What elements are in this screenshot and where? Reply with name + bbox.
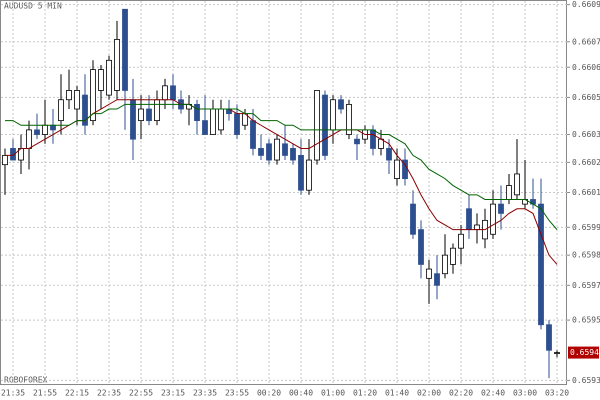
- candle-body: [122, 8, 128, 91]
- candle-body: [210, 108, 216, 135]
- x-tick-label: 22:55: [129, 389, 153, 398]
- candle-body: [66, 90, 72, 101]
- candle-body: [74, 90, 80, 110]
- x-tick-label: 01:20: [353, 389, 377, 398]
- candle-body: [450, 247, 456, 265]
- y-tick-label: 0.6598: [572, 251, 600, 260]
- candle-body: [154, 99, 160, 122]
- candle-body: [298, 155, 304, 191]
- candle-body: [130, 99, 136, 140]
- candle-body: [418, 229, 424, 265]
- candle-body: [282, 143, 288, 156]
- candle-body: [58, 99, 64, 122]
- x-tick-label: 02:00: [417, 389, 441, 398]
- candle-body: [50, 124, 56, 131]
- candle-body: [106, 59, 112, 96]
- candle-body: [26, 129, 32, 149]
- candle-body: [434, 273, 440, 286]
- x-tick-label: 03:00: [513, 389, 537, 398]
- candle-body: [146, 108, 152, 122]
- chart-title: AUDUSD 5 MIN: [4, 2, 62, 11]
- x-tick-label: 22:35: [97, 389, 121, 398]
- candle-body: [218, 108, 224, 131]
- candle-body: [466, 208, 472, 231]
- candle-body: [554, 352, 560, 354]
- y-tick-label: 0.6597: [572, 281, 600, 290]
- candle-body: [514, 173, 520, 196]
- y-tick-label: 0.6603: [572, 130, 600, 139]
- x-tick-label: 00:20: [257, 389, 281, 398]
- x-tick-label: 00:40: [289, 389, 313, 398]
- x-tick-label: 22:15: [65, 389, 89, 398]
- candle-body: [138, 108, 144, 122]
- candle-body: [290, 148, 296, 161]
- x-tick-label: 03:20: [545, 389, 569, 398]
- y-tick-label: 0.6593: [572, 376, 600, 385]
- candle-body: [250, 120, 256, 149]
- candle-body: [162, 85, 168, 101]
- x-tick-label: 23:55: [225, 389, 249, 398]
- candle-body: [490, 203, 496, 235]
- candle-body: [306, 159, 312, 191]
- y-tick-label: 0.6595: [572, 316, 600, 325]
- candle-body: [34, 129, 40, 135]
- candle-body: [474, 224, 480, 231]
- current-price-box: [568, 346, 599, 359]
- candle-body: [338, 99, 344, 110]
- candle-body: [426, 268, 432, 279]
- candle-body: [170, 85, 176, 101]
- y-tick-label: 0.6609: [572, 0, 600, 9]
- x-tick-label: 21:35: [1, 389, 25, 398]
- candle-body: [314, 90, 320, 161]
- candle-body: [194, 103, 200, 122]
- candle-body: [202, 120, 208, 135]
- candle-body: [90, 69, 96, 122]
- candle-body: [354, 138, 360, 145]
- candle-body: [506, 185, 512, 200]
- candle-body: [114, 39, 120, 91]
- x-tick-label: 02:40: [481, 389, 505, 398]
- candle-body: [458, 233, 464, 249]
- candle-body: [546, 324, 552, 351]
- candle-body: [10, 148, 16, 161]
- y-tick-label: 0.6599: [572, 223, 600, 232]
- candle-body: [498, 203, 504, 214]
- y-tick-label: 0.6602: [572, 158, 600, 167]
- candle-body: [410, 203, 416, 235]
- y-tick-label: 0.6607: [572, 37, 600, 46]
- y-tick-label: 0.6606: [572, 63, 600, 72]
- candle-body: [234, 113, 240, 135]
- x-tick-label: 01:00: [321, 389, 345, 398]
- candle-body: [370, 129, 376, 149]
- x-tick-label: 01:40: [385, 389, 409, 398]
- moving-average: [5, 103, 558, 230]
- candle-body: [394, 159, 400, 180]
- x-tick-label: 21:55: [33, 389, 57, 398]
- candle-body: [386, 148, 392, 161]
- moving-average: [5, 99, 558, 265]
- candle-body: [442, 254, 448, 275]
- candle-body: [258, 148, 264, 156]
- candle-body: [98, 69, 104, 91]
- x-tick-label: 02:20: [449, 389, 473, 398]
- x-tick-label: 23:15: [161, 389, 185, 398]
- x-tick-label: 23:35: [193, 389, 217, 398]
- y-tick-label: 0.6605: [572, 93, 600, 102]
- candle-body: [266, 143, 272, 161]
- candle-body: [82, 94, 88, 126]
- candle-body: [346, 103, 352, 135]
- candle-body: [538, 203, 544, 326]
- current-price-label: 0.6594: [570, 348, 599, 357]
- y-tick-label: 0.6601: [572, 188, 600, 197]
- candle-body: [322, 94, 328, 156]
- candle-body: [274, 138, 280, 161]
- candle-body: [330, 99, 336, 131]
- candle-body: [2, 155, 8, 166]
- candle-body: [42, 124, 48, 135]
